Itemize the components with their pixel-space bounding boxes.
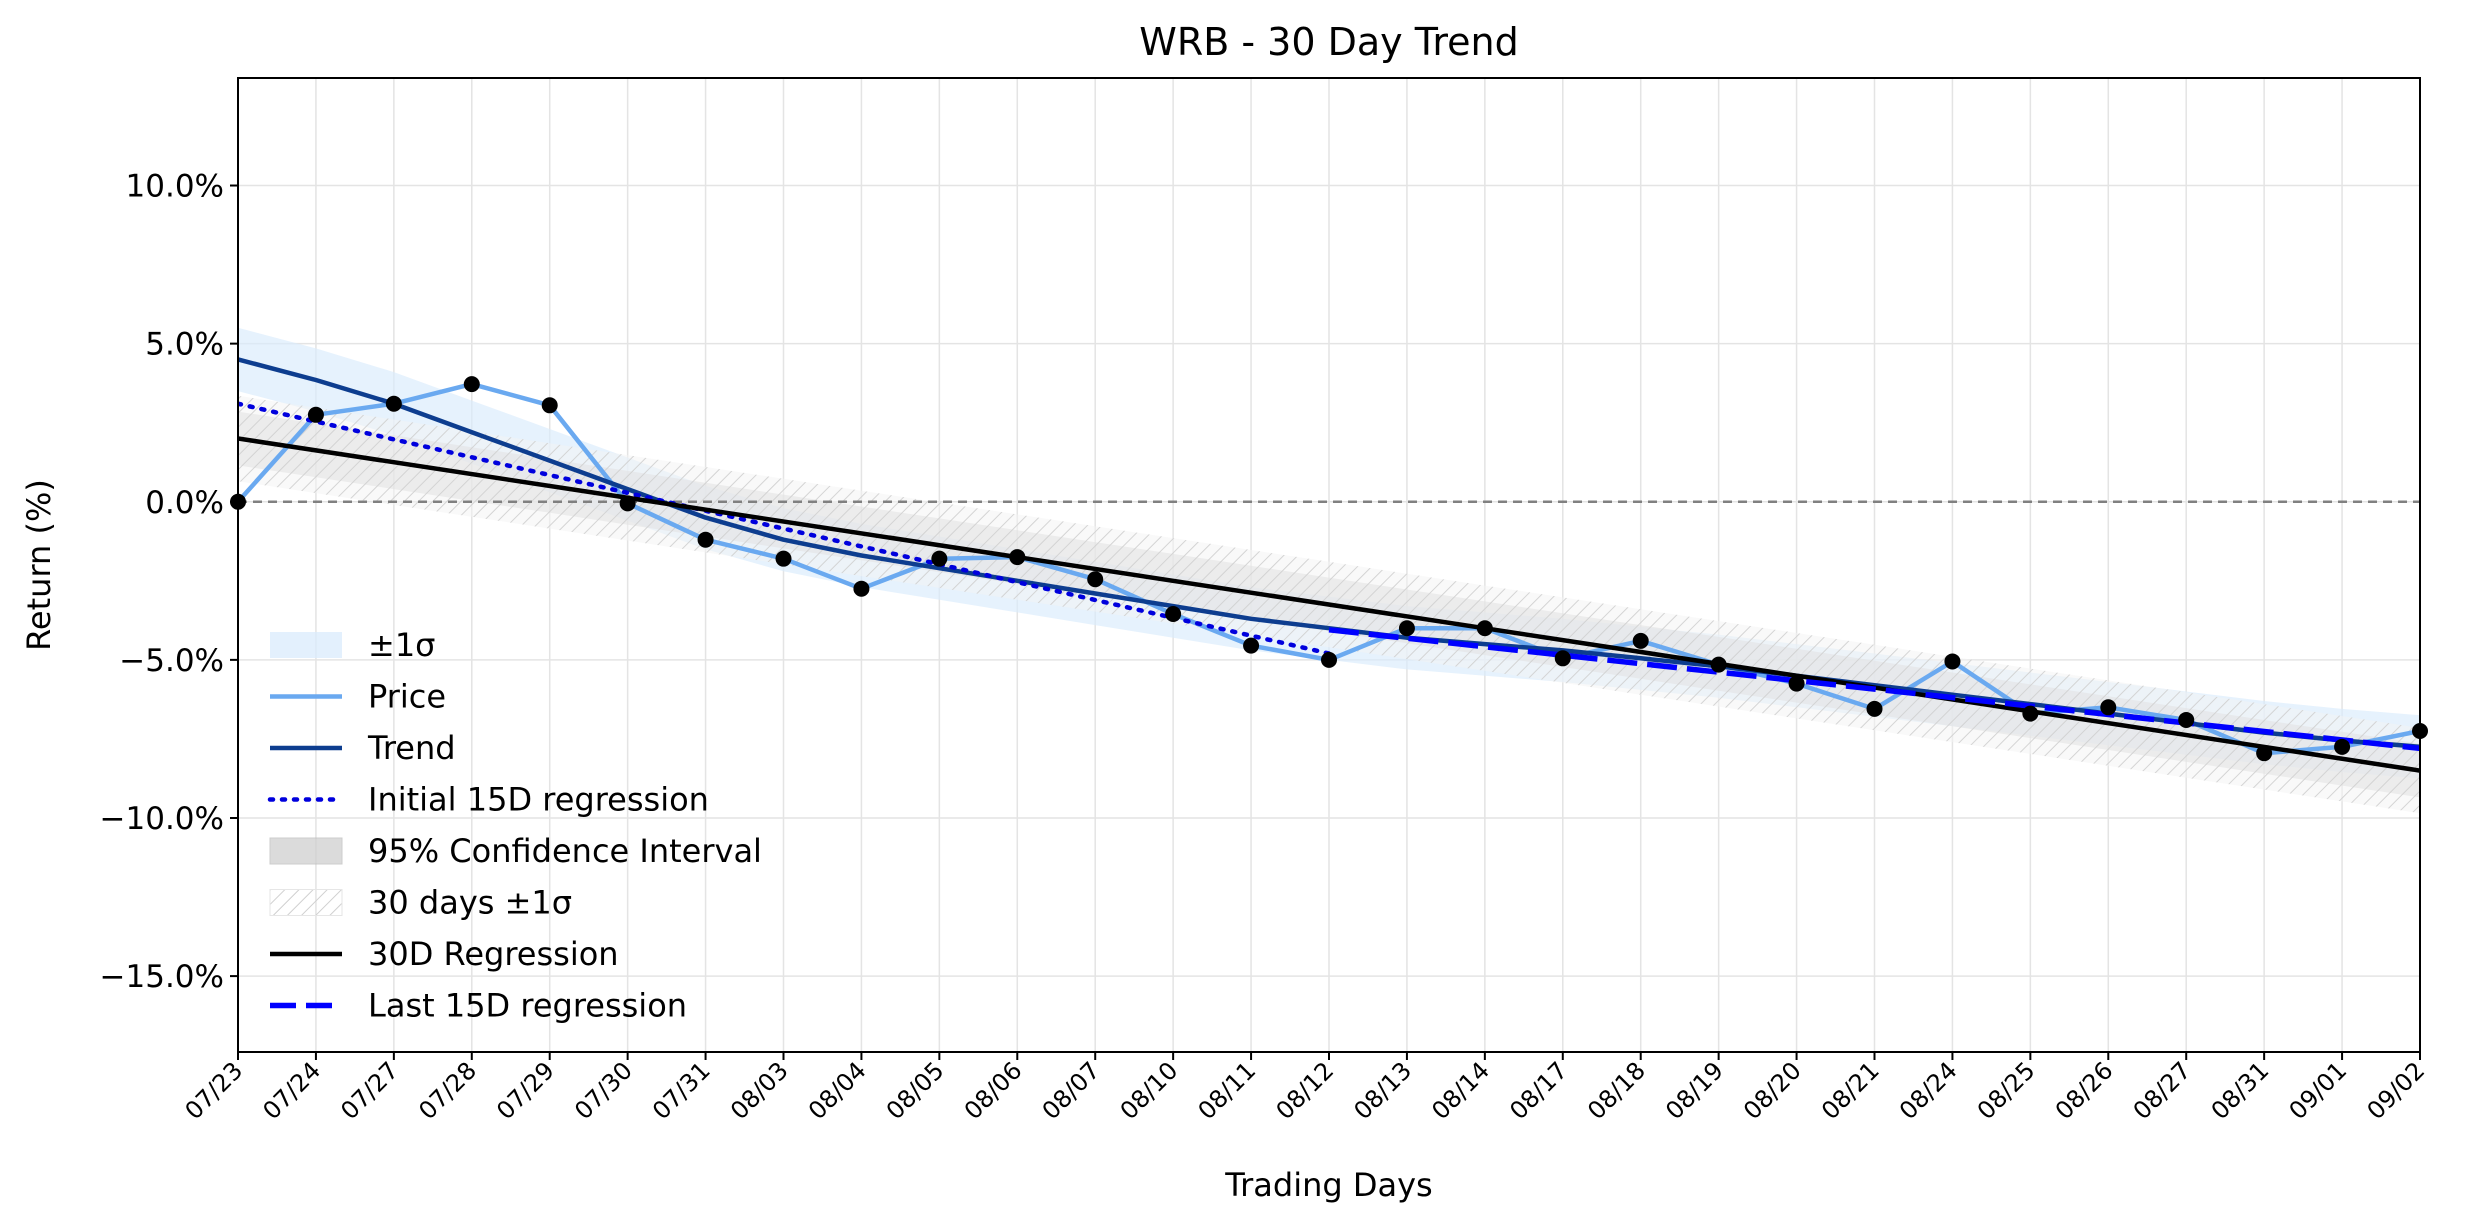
x-tick-label: 08/11 bbox=[1193, 1056, 1262, 1125]
price-point bbox=[775, 550, 792, 567]
price-point bbox=[931, 550, 948, 567]
series-30d-regression bbox=[238, 436, 2420, 773]
x-tick-label: 07/28 bbox=[413, 1056, 482, 1125]
price-point bbox=[1087, 571, 1104, 588]
x-tick-label: 08/13 bbox=[1348, 1056, 1417, 1125]
price-point bbox=[463, 376, 480, 393]
price-point bbox=[1321, 651, 1337, 668]
y-tick-label: 0.0% bbox=[145, 485, 224, 521]
price-point bbox=[1554, 650, 1571, 667]
price-point bbox=[1476, 620, 1493, 637]
legend-label-30d-regression: 30D Regression bbox=[368, 935, 619, 973]
y-tick-label: 10.0% bbox=[126, 169, 224, 205]
price-point bbox=[1398, 620, 1415, 637]
x-tick-label: 08/06 bbox=[959, 1056, 1028, 1125]
legend-label--1-: ±1σ bbox=[368, 626, 435, 664]
legend-label-last-15d-regression: Last 15D regression bbox=[368, 987, 687, 1025]
x-tick-label: 07/27 bbox=[335, 1056, 404, 1125]
x-tick-label: 08/19 bbox=[1660, 1056, 1729, 1125]
price-point bbox=[2178, 711, 2195, 728]
price-point bbox=[853, 580, 870, 597]
x-tick-label: 08/04 bbox=[803, 1056, 872, 1125]
legend-label-initial-15d-regression: Initial 15D regression bbox=[368, 781, 709, 819]
y-tick-label: −5.0% bbox=[119, 643, 224, 679]
y-tick-label: −10.0% bbox=[100, 801, 224, 837]
x-tick-label: 08/20 bbox=[1738, 1056, 1807, 1125]
price-point bbox=[541, 397, 558, 414]
price-point bbox=[697, 531, 714, 548]
x-tick-label: 08/03 bbox=[725, 1056, 794, 1125]
chart-title: WRB - 30 Day Trend bbox=[1139, 20, 1518, 64]
x-tick-label: 07/23 bbox=[180, 1056, 249, 1125]
price-point bbox=[619, 495, 636, 512]
x-tick-label: 08/10 bbox=[1115, 1056, 1184, 1125]
legend-label-price: Price bbox=[368, 678, 446, 716]
x-tick-label: 08/24 bbox=[1894, 1056, 1963, 1125]
price-point bbox=[2100, 699, 2117, 716]
price-point bbox=[1243, 637, 1260, 654]
y-axis-label: Return (%) bbox=[20, 479, 58, 651]
price-point bbox=[1944, 653, 1961, 670]
price-point bbox=[2256, 745, 2273, 762]
price-point bbox=[2334, 738, 2351, 755]
x-tick-label: 08/21 bbox=[1816, 1056, 1885, 1125]
price-point bbox=[2022, 705, 2039, 722]
legend: ±1σ Price Trend Initial 15D regression 95% C… bbox=[267, 626, 762, 1025]
price-point bbox=[385, 395, 402, 412]
x-tick-label: 07/29 bbox=[491, 1056, 560, 1125]
x-tick-label: 08/14 bbox=[1426, 1056, 1495, 1125]
legend-label-trend: Trend bbox=[367, 729, 456, 767]
price-point bbox=[307, 406, 324, 423]
x-tick-label: 09/01 bbox=[2284, 1056, 2353, 1125]
legend-label-95-confidence-interval: 95% Confidence Interval bbox=[368, 832, 762, 870]
price-point bbox=[1009, 549, 1026, 566]
x-tick-label: 08/12 bbox=[1271, 1056, 1340, 1125]
x-tick-label: 07/31 bbox=[647, 1056, 716, 1125]
x-tick-label: 08/26 bbox=[2050, 1056, 2119, 1125]
legend-label-30-days-1-: 30 days ±1σ bbox=[368, 884, 572, 922]
legend-swatch-confidence-band bbox=[269, 837, 343, 865]
price-point bbox=[1788, 675, 1805, 692]
price-points-layer bbox=[230, 376, 2428, 762]
x-tick-label: 08/07 bbox=[1037, 1056, 1106, 1125]
series-last-15d-regression bbox=[1328, 627, 2420, 752]
price-point bbox=[1866, 700, 1883, 717]
y-axis: −15.0% −10.0% −5.0% 0.0% 5.0% 10.0% bbox=[100, 169, 238, 995]
x-axis: 07/23 07/24 07/27 07/28 07/29 07/30 07/31 08/03… bbox=[180, 1052, 2431, 1125]
x-tick-label: 07/24 bbox=[257, 1056, 326, 1125]
y-tick-label: −15.0% bbox=[100, 959, 224, 995]
x-tick-label: 07/30 bbox=[569, 1056, 638, 1125]
legend-swatch-sigma-band bbox=[270, 632, 342, 658]
x-tick-label: 08/27 bbox=[2128, 1056, 2197, 1125]
x-tick-label: 08/05 bbox=[881, 1056, 950, 1125]
price-point bbox=[1165, 606, 1182, 623]
y-tick-label: 5.0% bbox=[145, 327, 224, 363]
x-axis-label: Trading Days bbox=[1224, 1166, 1432, 1204]
x-tick-label: 08/25 bbox=[1972, 1056, 2041, 1125]
price-point bbox=[1710, 656, 1727, 673]
price-point bbox=[1632, 632, 1649, 649]
x-tick-label: 08/18 bbox=[1582, 1056, 1651, 1125]
x-tick-label: 08/17 bbox=[1504, 1056, 1573, 1125]
x-tick-label: 08/31 bbox=[2206, 1056, 2275, 1125]
x-tick-label: 09/02 bbox=[2362, 1056, 2431, 1125]
legend-swatch-30d-sigma-band bbox=[269, 889, 343, 916]
